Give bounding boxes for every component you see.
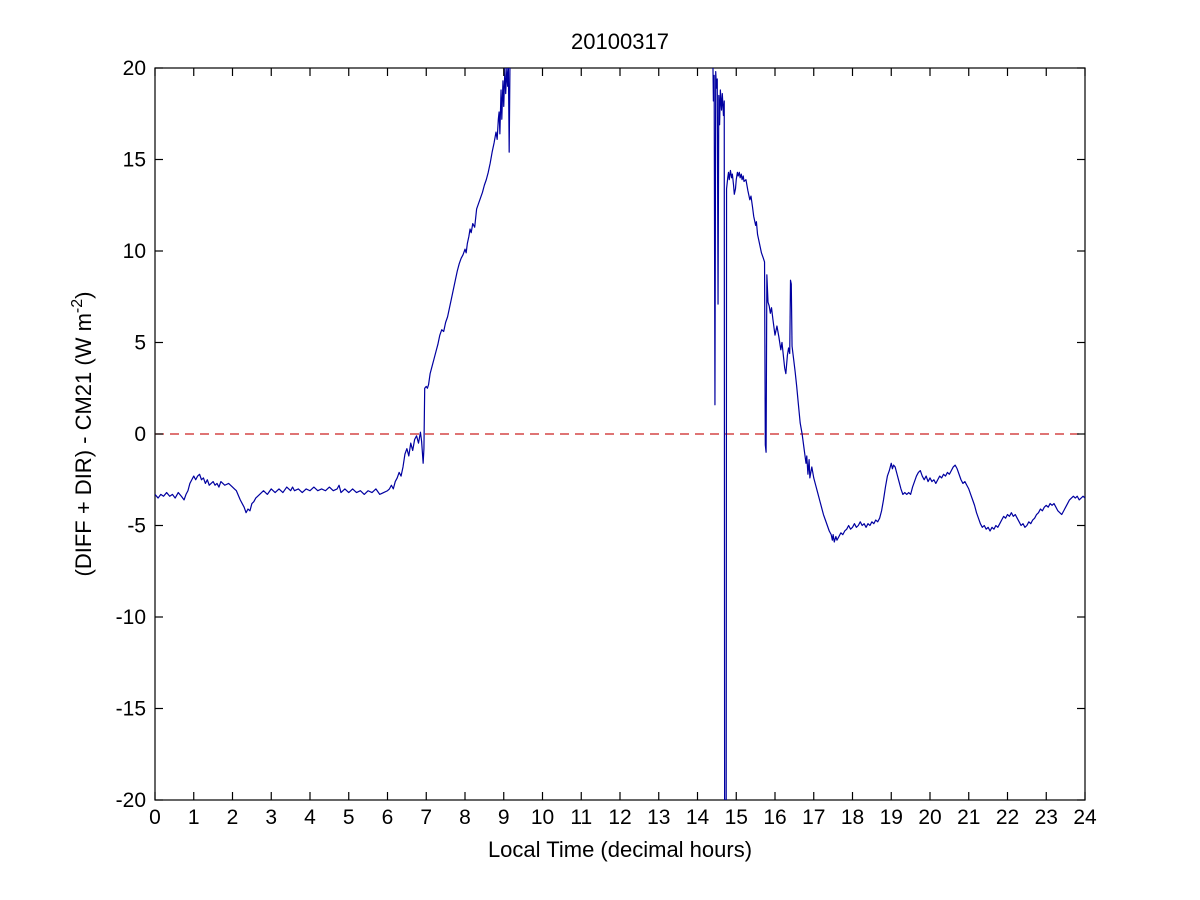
y-tick-label: 15 <box>123 149 146 172</box>
x-tick-label: 22 <box>996 806 1019 829</box>
y-tick-label: 10 <box>123 240 146 263</box>
x-tick-label: 8 <box>459 806 471 829</box>
y-axis-label-end: ) <box>71 292 96 299</box>
y-tick-label: -10 <box>116 606 146 629</box>
y-axis-label: (DIFF + DIR) - CM21 (W m-2) <box>69 292 96 577</box>
data-series-group <box>155 68 1085 800</box>
y-axis-label-main: (DIFF + DIR) - CM21 (W m <box>71 313 96 576</box>
x-tick-label: 14 <box>686 806 710 829</box>
x-tick-label: 24 <box>1073 806 1097 829</box>
x-tick-label: 2 <box>227 806 239 829</box>
y-tick-label: -20 <box>116 789 146 812</box>
x-axis-label: Local Time (decimal hours) <box>488 837 752 862</box>
x-tick-label: 10 <box>531 806 554 829</box>
x-tick-label: 11 <box>570 806 592 829</box>
series-line <box>155 68 1085 800</box>
y-tick-label: -5 <box>127 515 146 538</box>
x-tick-label: 21 <box>957 806 980 829</box>
y-tick-labels-group: -20 -15 -10 -5 0 5 10 15 20 <box>116 57 146 812</box>
x-tick-label: 16 <box>763 806 786 829</box>
chart-title: 20100317 <box>571 29 669 54</box>
x-tick-label: 18 <box>841 806 864 829</box>
y-axis-label-superscript: -2 <box>69 299 86 313</box>
x-tick-label: 12 <box>608 806 631 829</box>
y-tick-label: 5 <box>134 332 146 355</box>
x-tick-labels-group: 0 1 2 3 4 5 6 7 8 9 10 11 12 13 14 15 16 17 18 19 20 21 22 23 24 <box>149 806 1097 829</box>
x-tick-label: 3 <box>265 806 277 829</box>
x-tick-label: 17 <box>802 806 825 829</box>
x-tick-label: 15 <box>725 806 748 829</box>
axis-ticks-group <box>154 67 1086 801</box>
x-tick-label: 23 <box>1035 806 1058 829</box>
x-tick-label: 20 <box>918 806 941 829</box>
x-tick-label: 7 <box>420 806 432 829</box>
x-tick-label: 5 <box>343 806 355 829</box>
x-tick-label: 13 <box>647 806 670 829</box>
y-tick-label: 0 <box>134 423 146 446</box>
x-tick-label: 0 <box>149 806 161 829</box>
x-tick-label: 19 <box>880 806 903 829</box>
x-tick-label: 6 <box>382 806 394 829</box>
y-tick-label: 20 <box>123 57 146 80</box>
x-tick-label: 1 <box>188 806 200 829</box>
x-tick-label: 9 <box>498 806 510 829</box>
x-tick-label: 4 <box>304 806 316 829</box>
y-tick-label: -15 <box>116 698 146 721</box>
